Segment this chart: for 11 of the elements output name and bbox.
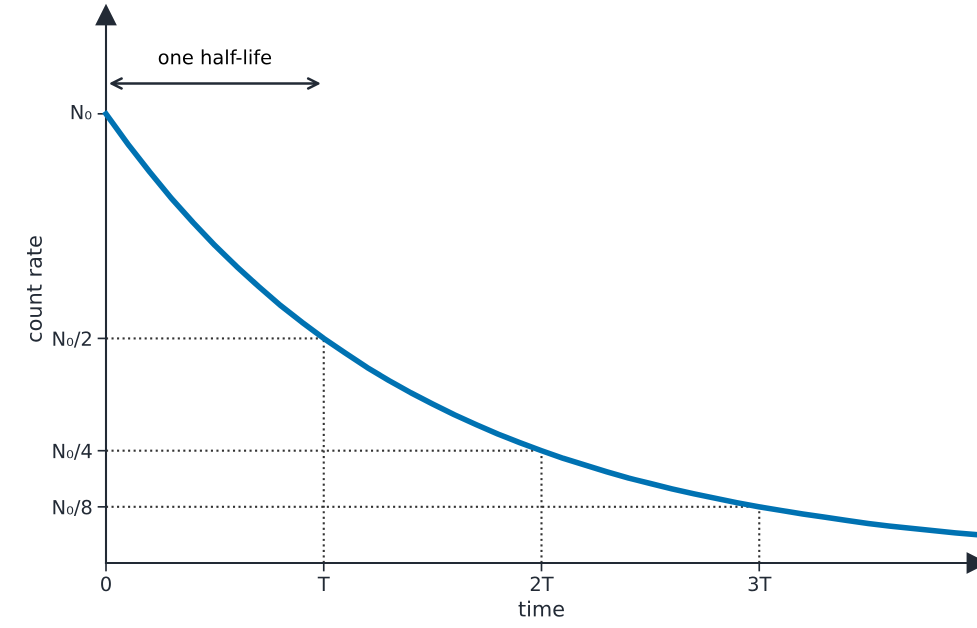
x-tick-label: 0: [101, 576, 111, 592]
annotation: N₀: [72, 105, 92, 120]
ref-line-label: N₀/4: [53, 444, 92, 460]
x-axis-title: time: [518, 600, 564, 617]
x-tick-label: 2T: [530, 576, 554, 591]
ref-line-label: N₀/8: [53, 500, 92, 516]
ref-line-label: N₀/2: [53, 331, 91, 348]
y-axis-title: count rate: [27, 236, 42, 342]
x-tick-label: T: [318, 576, 330, 591]
text: one half-life: [158, 49, 272, 64]
x-tick-label: 3T: [748, 576, 772, 592]
